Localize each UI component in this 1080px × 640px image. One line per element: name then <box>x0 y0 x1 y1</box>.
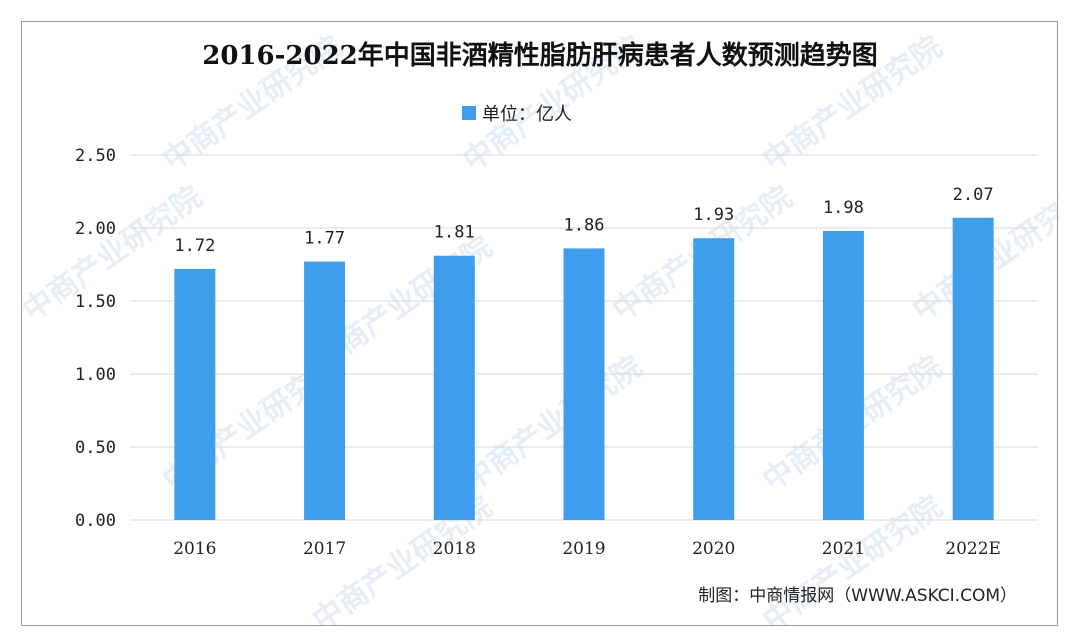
bar <box>563 248 605 520</box>
legend-swatch <box>462 106 476 120</box>
x-tick-label: 2022E <box>945 539 1001 559</box>
bar <box>304 261 346 520</box>
x-tick-label: 2018 <box>433 539 476 559</box>
bars <box>174 217 994 521</box>
x-tick-label: 2021 <box>822 539 865 559</box>
x-axis-ticks: 2016 2017 2018 2019 2020 2021 2022E <box>173 539 1001 559</box>
bar <box>433 255 475 521</box>
data-label: 1.93 <box>693 205 734 225</box>
chart-title: 2016-2022年中国非酒精性脂肪肝病患者人数预测趋势图 <box>202 40 878 71</box>
data-labels: 1.72 1.77 1.81 1.86 1.93 1.98 2.07 <box>174 185 993 256</box>
x-tick-label: 2020 <box>692 539 735 559</box>
watermark-text: 中商产业研究院 <box>1057 349 1059 498</box>
y-tick-label: 2.50 <box>75 146 116 166</box>
data-label: 1.72 <box>174 236 215 256</box>
legend-label: 单位：亿人 <box>482 104 572 125</box>
bar <box>952 217 994 520</box>
y-tick-label: 1.00 <box>75 365 116 385</box>
source-note: 制图：中商情报网（WWW.ASKCI.COM） <box>698 586 1017 606</box>
x-tick-label: 2017 <box>303 539 346 559</box>
legend: 单位：亿人 <box>462 104 572 125</box>
y-tick-label: 1.50 <box>75 292 116 312</box>
data-label: 1.81 <box>434 223 475 243</box>
data-label: 1.98 <box>823 198 864 218</box>
y-tick-label: 0.50 <box>75 438 116 458</box>
data-label: 1.77 <box>304 229 345 249</box>
data-label: 2.07 <box>953 185 994 205</box>
watermark-text: 中商产业研究院 <box>457 349 649 498</box>
data-label: 1.86 <box>564 215 605 235</box>
x-tick-label: 2016 <box>173 539 216 559</box>
watermark-text: 中商产业研究院 <box>1057 29 1059 178</box>
x-tick-label: 2019 <box>562 539 605 559</box>
bar <box>693 238 735 520</box>
bar <box>174 268 216 520</box>
chart-frame: 中商产业研究院 中商产业研究院 中商产业研究院 中商产业研究院 中商产业研究院 中商产业研… <box>21 21 1059 627</box>
bar <box>822 230 864 521</box>
y-axis-ticks: 0.00 0.50 1.00 1.50 2.00 2.50 <box>75 146 116 531</box>
y-tick-label: 0.00 <box>75 511 116 531</box>
y-tick-label: 2.00 <box>75 219 116 239</box>
